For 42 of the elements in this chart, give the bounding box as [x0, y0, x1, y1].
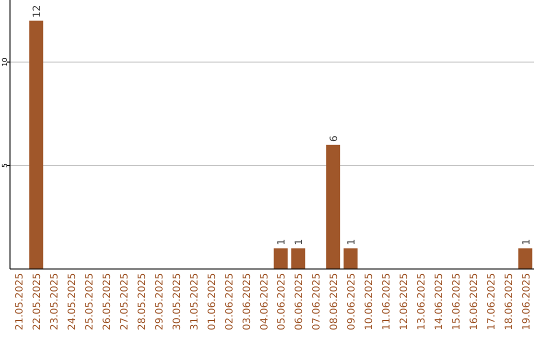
data-label: 6: [329, 135, 340, 142]
data-label: 12: [32, 4, 44, 18]
x-tick-label: 18.06.2025: [504, 273, 515, 330]
x-tick-label: 01.06.2025: [206, 273, 218, 330]
bar: [344, 248, 358, 269]
x-tick-label: 22.05.2025: [32, 273, 44, 330]
x-tick-label: 10.06.2025: [364, 273, 376, 330]
bar: [518, 248, 532, 269]
x-tick-label: 12.06.2025: [399, 273, 410, 330]
x-tick-label: 04.06.2025: [259, 273, 270, 330]
x-tick-label: 31.05.2025: [189, 273, 200, 330]
x-tick-label: 03.06.2025: [242, 273, 253, 330]
bar: [274, 248, 288, 269]
x-tick-label: 27.05.2025: [120, 273, 131, 330]
x-tick-label: 15.06.2025: [451, 273, 462, 330]
x-tick-label: 16.06.2025: [468, 273, 480, 330]
x-tick-label: 25.05.2025: [84, 273, 96, 330]
x-tick-label: 24.05.2025: [67, 273, 78, 330]
x-tick-label: 19.06.2025: [521, 273, 532, 330]
data-label: 1: [294, 238, 306, 246]
x-tick-label: 23.05.2025: [50, 273, 61, 330]
x-tick-label: 29.05.2025: [154, 273, 166, 330]
bar: [29, 20, 44, 269]
x-tick-label: 11.06.2025: [382, 273, 393, 330]
bar: [326, 144, 340, 269]
x-tick-label: 28.05.2025: [137, 273, 148, 330]
x-tick-label: 02.06.2025: [224, 273, 236, 330]
data-label: 1: [346, 238, 358, 246]
x-tick-label: 26.05.2025: [102, 273, 114, 330]
x-tick-label: 17.06.2025: [486, 273, 498, 330]
x-tick-label: 30.05.2025: [172, 273, 183, 330]
x-tick-label: 14.06.2025: [434, 273, 445, 330]
x-tick-label: 05.06.2025: [276, 273, 288, 330]
x-tick-label: 07.06.2025: [312, 273, 323, 330]
x-tick-label: 06.06.2025: [294, 273, 306, 330]
data-label: 1: [276, 238, 288, 246]
x-tick-label: 08.06.2025: [329, 273, 340, 330]
x-tick-label: 21.05.2025: [14, 273, 26, 330]
bar: [291, 248, 306, 269]
x-tick-label: 09.06.2025: [346, 273, 358, 330]
x-tick-label: 13.06.2025: [416, 273, 428, 330]
data-label: 1: [521, 238, 532, 246]
